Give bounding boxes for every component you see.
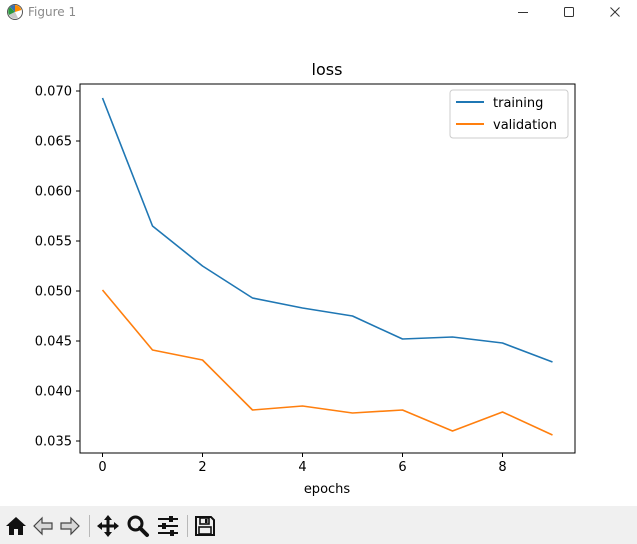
x-axis-label: epochs xyxy=(304,482,351,497)
minimize-button[interactable] xyxy=(500,0,546,24)
y-tick-label: 0.060 xyxy=(35,185,72,200)
y-tick-label: 0.035 xyxy=(35,435,72,450)
y-tick-label: 0.045 xyxy=(35,335,72,350)
legend: training validation xyxy=(449,89,569,139)
home-icon xyxy=(6,517,26,535)
toolbar-separator xyxy=(89,515,90,537)
x-tick-label: 0 xyxy=(98,460,106,475)
matplotlib-figure-icon xyxy=(7,4,23,20)
window-titlebar: Figure 1 xyxy=(0,0,637,26)
legend-label-validation: validation xyxy=(493,118,557,133)
close-button[interactable] xyxy=(592,0,637,24)
figure-canvas[interactable]: loss 0 2 4 6 8 0.035 0.040 0.045 0.050 0.055 0.060… xyxy=(0,26,637,506)
maximize-button[interactable] xyxy=(546,0,592,24)
save-button[interactable] xyxy=(193,514,217,538)
chart-title: loss xyxy=(312,60,343,79)
toolbar-separator xyxy=(187,515,188,537)
close-icon xyxy=(610,7,620,17)
home-button[interactable] xyxy=(4,514,28,538)
y-tick-label: 0.050 xyxy=(35,285,72,300)
navigation-toolbar xyxy=(0,506,637,544)
series-line-validation xyxy=(101,289,553,436)
axes-frame xyxy=(79,83,576,454)
x-tick-label: 4 xyxy=(298,460,306,475)
forward-arrow-icon xyxy=(60,516,80,536)
configure-subplots-icon xyxy=(158,516,178,536)
zoom-icon xyxy=(127,515,149,537)
maximize-icon xyxy=(564,7,574,17)
series-line-training xyxy=(101,97,553,363)
legend-label-training: training xyxy=(493,96,543,111)
configure-subplots-button[interactable] xyxy=(156,514,180,538)
minimize-icon xyxy=(518,12,528,13)
x-tick-label: 8 xyxy=(498,460,506,475)
y-tick-label: 0.065 xyxy=(35,135,72,150)
back-button[interactable] xyxy=(31,514,55,538)
window-title: Figure 1 xyxy=(28,5,77,19)
y-tick-label: 0.040 xyxy=(35,385,72,400)
pan-button[interactable] xyxy=(96,514,120,538)
save-icon xyxy=(195,516,215,536)
zoom-button[interactable] xyxy=(126,514,150,538)
forward-button[interactable] xyxy=(58,514,82,538)
y-tick-label: 0.070 xyxy=(35,85,72,100)
back-arrow-icon xyxy=(33,516,53,536)
x-tick-label: 2 xyxy=(198,460,206,475)
pan-icon xyxy=(97,515,119,537)
x-tick-label: 6 xyxy=(398,460,406,475)
y-tick-label: 0.055 xyxy=(35,235,72,250)
loss-chart: loss 0 2 4 6 8 0.035 0.040 0.045 0.050 0.055 0.060… xyxy=(35,60,576,497)
